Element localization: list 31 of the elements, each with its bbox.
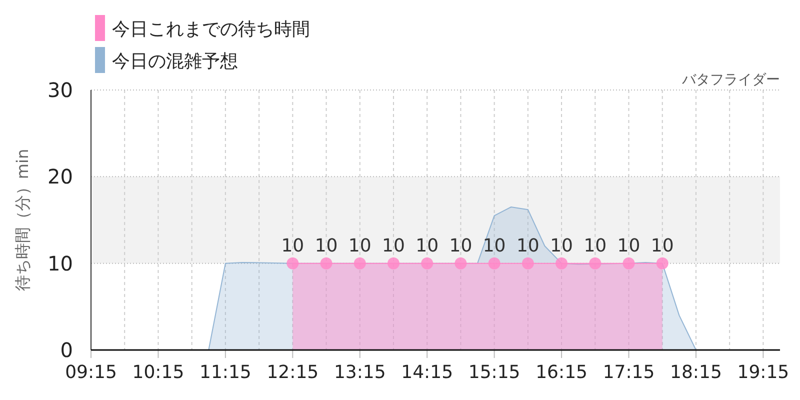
data-label: 10 <box>281 235 304 256</box>
y-tick-label: 0 <box>60 338 73 362</box>
data-label: 10 <box>617 235 640 256</box>
x-tick-label: 14:15 <box>401 362 454 383</box>
x-tick-label: 11:15 <box>200 362 252 383</box>
x-tick-label: 15:15 <box>468 362 520 383</box>
x-tick-label: 13:15 <box>334 362 386 383</box>
data-label: 10 <box>650 235 674 256</box>
data-label: 10 <box>348 235 372 256</box>
x-tick-label: 19:15 <box>737 362 790 383</box>
data-label: 10 <box>584 235 607 256</box>
x-tick-label: 09:15 <box>65 362 117 383</box>
legend-label: 今日の混雑予想 <box>112 51 238 72</box>
data-label: 10 <box>416 235 439 256</box>
chart-subtitle: バタフライダー <box>681 72 780 88</box>
data-label: 10 <box>449 235 472 256</box>
x-tick-label: 18:15 <box>670 362 722 383</box>
y-tick-label: 30 <box>48 78 73 102</box>
y-tick-label: 20 <box>48 164 73 189</box>
x-tick-label: 16:15 <box>536 362 588 383</box>
data-label: 10 <box>550 235 573 256</box>
data-label: 10 <box>482 235 506 256</box>
data-label: 10 <box>382 235 405 256</box>
x-tick-label: 17:15 <box>602 362 655 383</box>
y-tick-label: 10 <box>48 251 73 276</box>
x-tick-label: 10:15 <box>132 362 184 383</box>
y-axis-title: 待ち時間（分）min <box>13 148 32 292</box>
data-label: 10 <box>314 235 338 256</box>
data-label: 10 <box>516 235 540 256</box>
x-tick-label: 12:15 <box>266 362 319 383</box>
legend-label: 今日これまでの待ち時間 <box>112 19 310 40</box>
